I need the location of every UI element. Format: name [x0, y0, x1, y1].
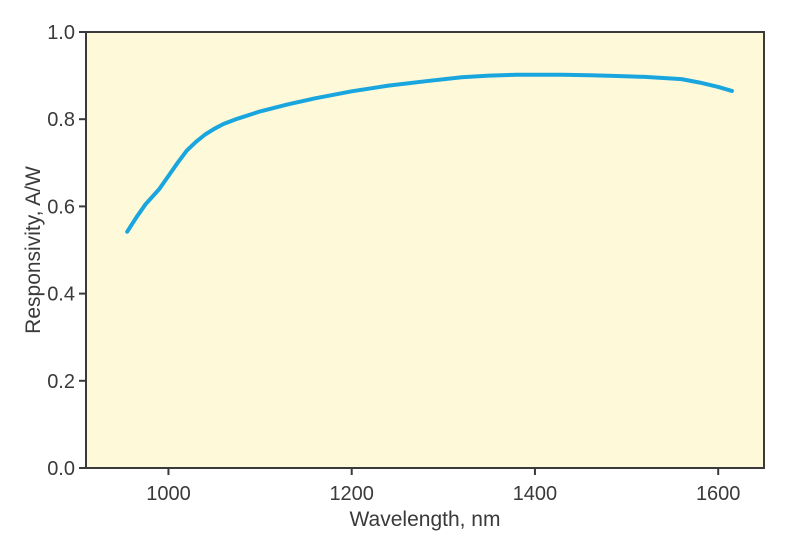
- y-axis: 0.0 0.2 0.4 0.6 0.8 1.0: [47, 22, 86, 480]
- y-axis-title: Responsivity, A/W: [22, 166, 45, 334]
- x-tick-label: 1200: [329, 483, 374, 505]
- responsivity-curve: [125, 72, 734, 234]
- x-tick-label: 1600: [696, 483, 741, 505]
- x-tick-label: 1400: [513, 483, 558, 505]
- plot-area: [85, 31, 765, 469]
- y-tick-label: 0.6: [47, 196, 75, 218]
- y-tick-label: 0.4: [47, 284, 75, 306]
- y-tick-label: 1.0: [47, 22, 75, 44]
- x-tick-label: 1000: [146, 483, 191, 505]
- y-tick-label: 0.8: [47, 109, 75, 131]
- x-axis-title: Wavelength, nm: [350, 508, 501, 531]
- x-axis: 1000 1200 1400 1600: [146, 468, 740, 505]
- y-tick-label: 0.2: [47, 371, 75, 393]
- y-tick-label: 0.0: [47, 458, 75, 480]
